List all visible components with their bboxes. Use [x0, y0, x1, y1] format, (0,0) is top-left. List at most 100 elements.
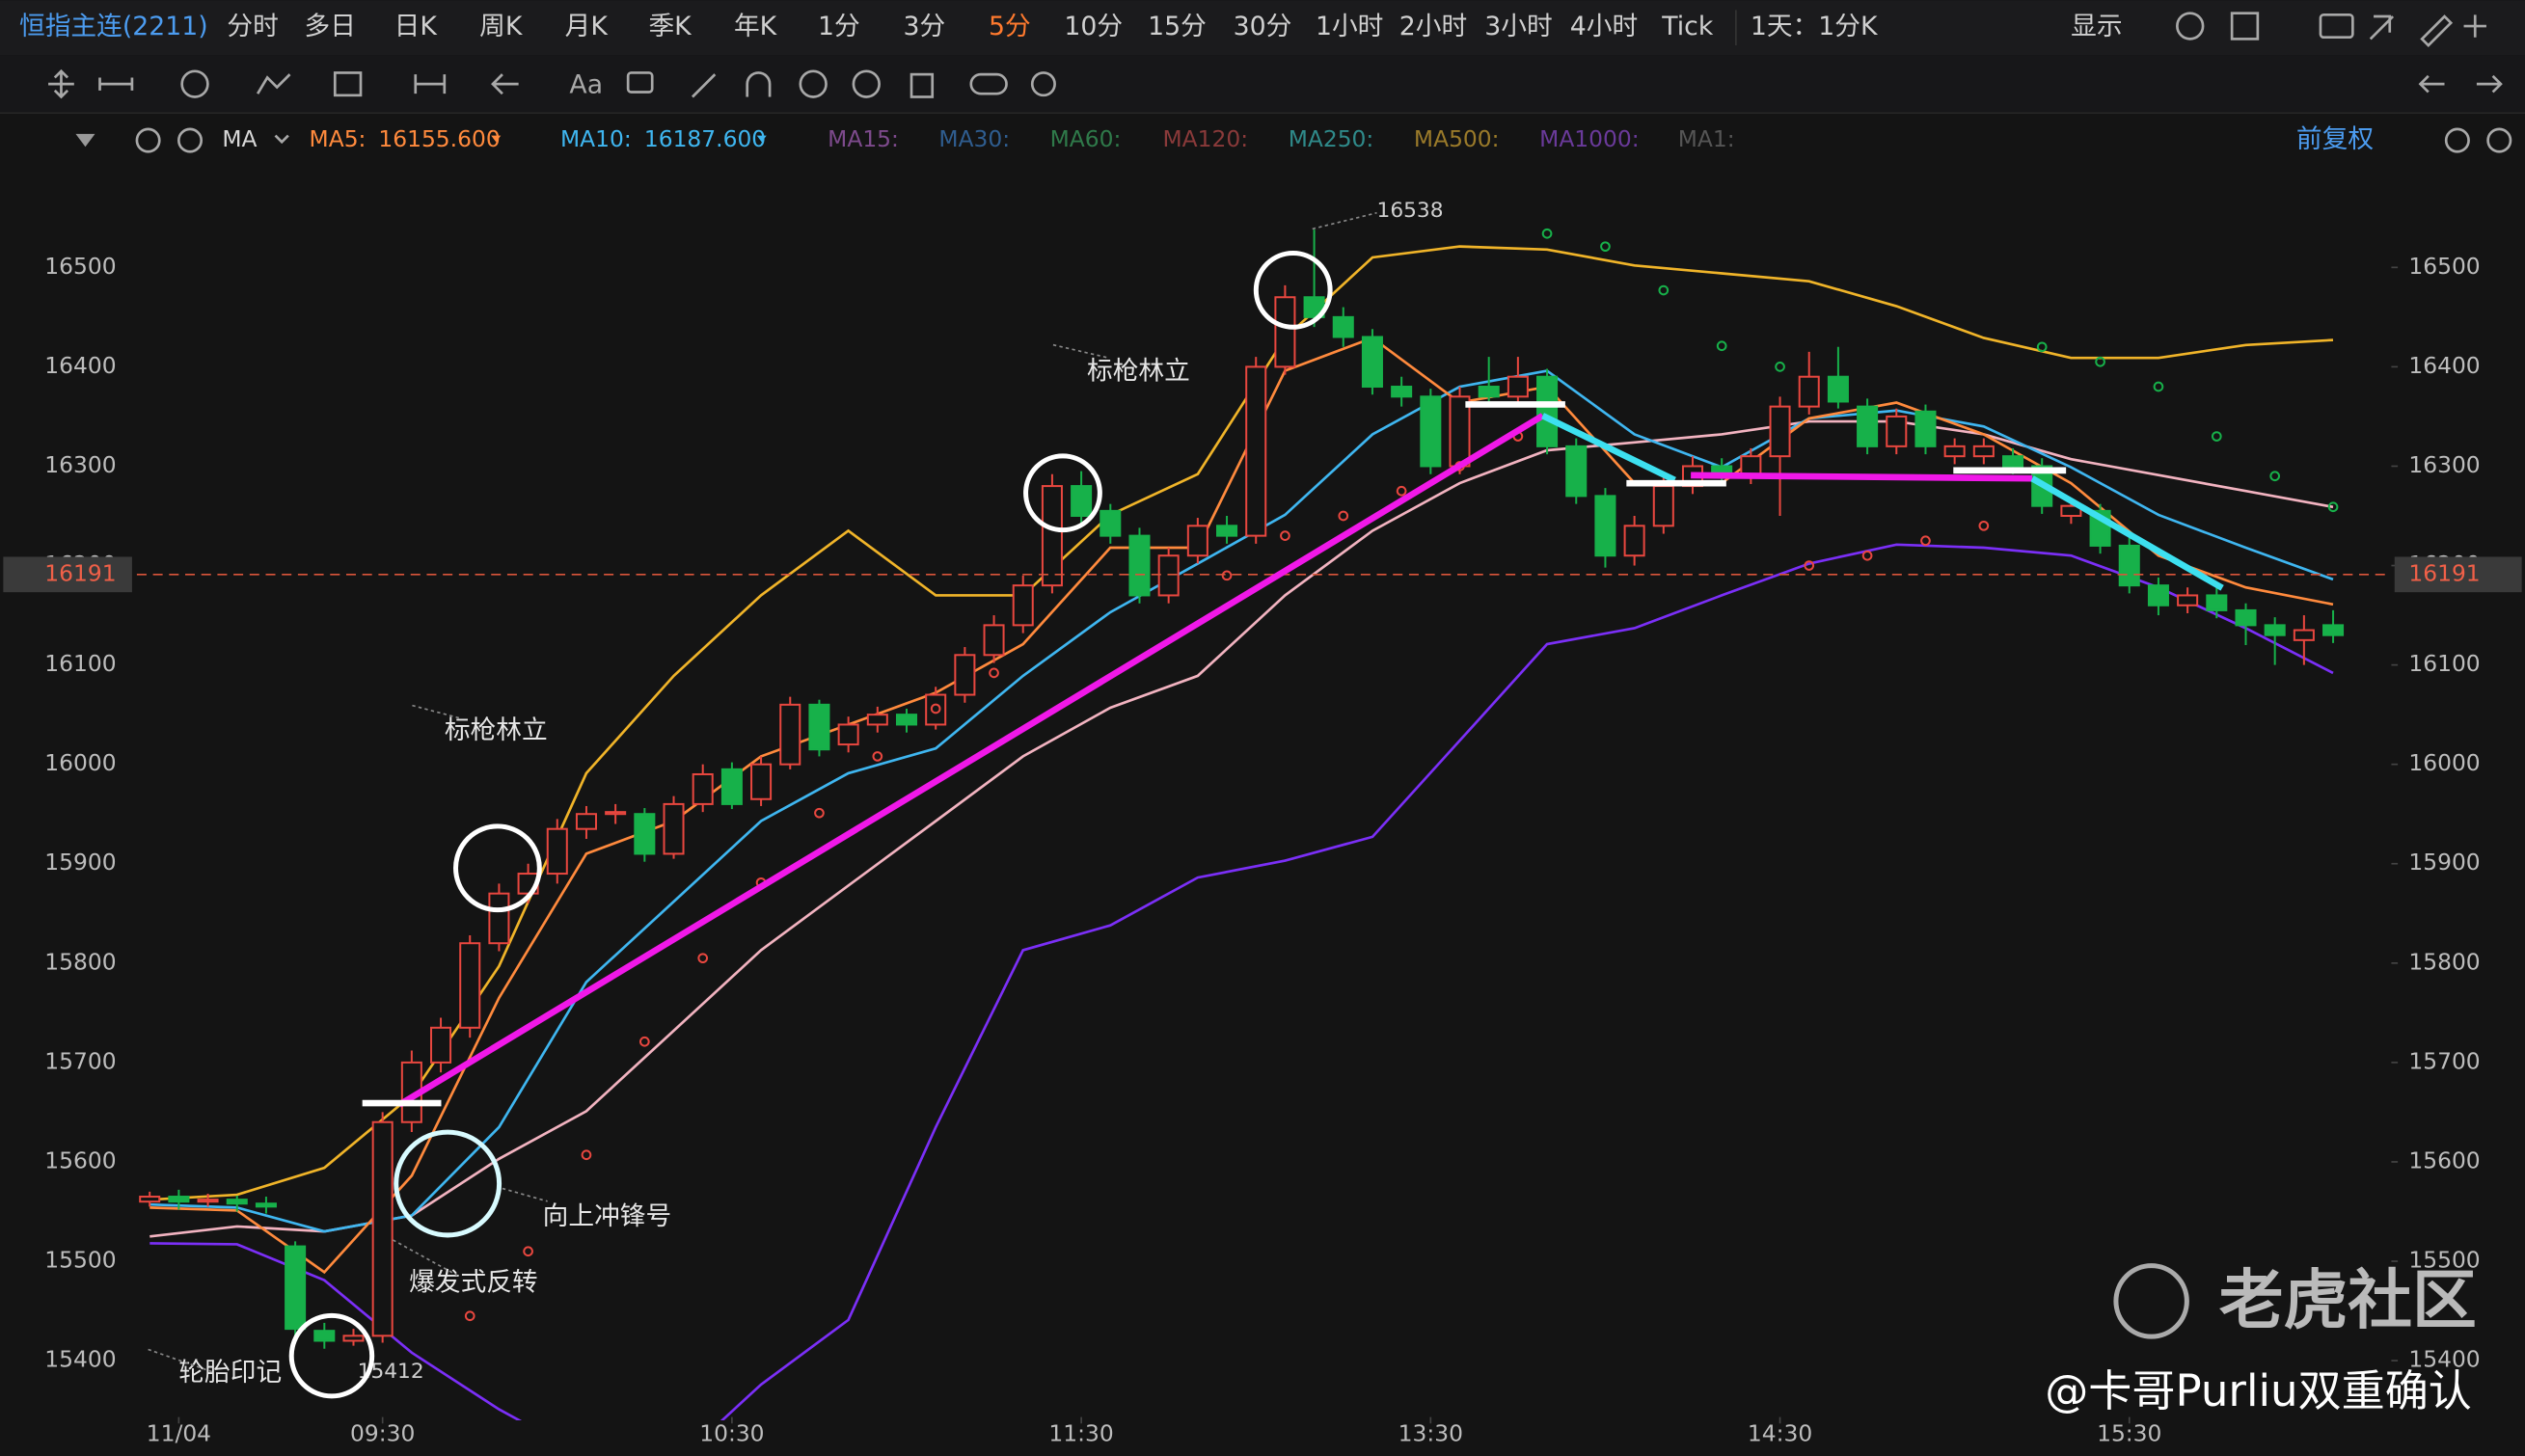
period-tab[interactable]: 分时	[227, 12, 278, 41]
candle-body	[1886, 415, 1908, 447]
y-tick-label: 16500	[2408, 253, 2480, 280]
candle-body	[1943, 445, 1966, 458]
undo[interactable]	[2418, 74, 2445, 94]
indicator-label: MA15:	[828, 125, 899, 152]
candle-body	[1972, 445, 1995, 458]
tool-icons[interactable]	[48, 12, 2512, 153]
sar-dot	[1716, 340, 1727, 352]
period-tab[interactable]: 30分	[1234, 12, 1292, 41]
sar-dot	[930, 703, 941, 715]
candle-body	[1274, 296, 1296, 368]
x-tick-label: 11:30	[1048, 1419, 1113, 1446]
ma-settings[interactable]	[135, 127, 161, 153]
note-tool[interactable]	[626, 71, 654, 94]
magnet-tool[interactable]	[746, 71, 772, 97]
fib-tool[interactable]	[333, 71, 363, 97]
indicator-label: MA10:	[560, 125, 632, 152]
highlight-circle	[1023, 453, 1102, 533]
period-tab[interactable]: 15分	[1148, 12, 1207, 41]
share[interactable]	[2369, 14, 2395, 40]
trend-line	[397, 413, 1545, 1108]
y-tick-label: 15600	[44, 1146, 116, 1173]
candle-body	[1100, 509, 1122, 537]
period-tab[interactable]: 4小时	[1570, 12, 1638, 41]
sar-dot	[1775, 362, 1785, 372]
period-tab[interactable]: 10分	[1064, 12, 1123, 41]
indicator-label: MA500:	[1414, 125, 1500, 152]
text-tool[interactable]: Aa	[569, 69, 603, 99]
eye-tool[interactable]	[799, 69, 828, 98]
period-tab[interactable]: Tick	[1661, 12, 1714, 41]
sar-dot	[1920, 535, 1931, 547]
period-tab[interactable]: 年K	[734, 12, 778, 41]
candle-body	[720, 768, 743, 805]
candle-body	[459, 942, 481, 1029]
ma-dropdown[interactable]	[274, 134, 289, 145]
candle-body	[1594, 495, 1616, 557]
ma-close[interactable]	[176, 127, 204, 153]
sar-dot	[1658, 284, 1670, 296]
settings-tool[interactable]	[1030, 71, 1056, 97]
period-tab[interactable]: 2小时	[1399, 12, 1467, 41]
period-tab[interactable]: 1小时	[1316, 12, 1383, 41]
period-tab[interactable]: 5分	[989, 12, 1031, 41]
delete-tool[interactable]	[910, 72, 935, 98]
indicator-dropdown	[491, 135, 502, 143]
zoom-out[interactable]	[2444, 127, 2470, 153]
arrow-tool[interactable]	[491, 73, 519, 95]
candle-body	[139, 1196, 161, 1203]
candle-body	[837, 723, 859, 746]
layout[interactable]	[2230, 12, 2260, 40]
symbol[interactable]: 恒指主连(2211)	[19, 12, 208, 41]
candle-body	[1012, 584, 1034, 627]
last-price-box	[2394, 556, 2522, 593]
candle-body	[954, 654, 976, 696]
period-tab[interactable]: 3小时	[1484, 12, 1552, 41]
price-adjust[interactable]: 前复权	[2296, 124, 2374, 154]
candle-body	[895, 714, 918, 726]
y-tick-label: 15500	[2408, 1247, 2480, 1274]
period-tab[interactable]: 周K	[479, 12, 524, 41]
collapse[interactable]	[75, 133, 95, 148]
candle-body	[1565, 445, 1588, 498]
last-price-label: 16191	[2408, 559, 2480, 586]
screenshot[interactable]	[2319, 13, 2354, 40]
line-tool[interactable]	[98, 77, 134, 91]
add[interactable]	[2463, 14, 2486, 38]
highlight-circle	[288, 1312, 375, 1399]
period-tab[interactable]: 3分	[904, 12, 946, 41]
period-tab[interactable]: 季K	[648, 12, 692, 41]
zoom-in[interactable]	[2486, 127, 2512, 153]
candle-body	[1420, 395, 1442, 468]
wave-tool[interactable]	[256, 73, 291, 94]
sar-dot	[2269, 471, 2281, 482]
toggle-tool[interactable]	[969, 72, 1008, 95]
settings[interactable]	[2176, 12, 2205, 40]
period-tab[interactable]: 月K	[565, 12, 610, 41]
candle-body	[2147, 584, 2169, 607]
annotation: 轮胎印记	[178, 1358, 282, 1388]
candle-body	[750, 763, 773, 800]
circle-tool[interactable]	[180, 69, 209, 98]
hide-tool[interactable]	[852, 69, 881, 98]
range-option[interactable]: 1天：1分K	[1751, 12, 1879, 41]
candle-body	[1361, 336, 1383, 389]
measure-tool[interactable]	[414, 74, 447, 94]
indicator-label: MA5:	[310, 125, 367, 152]
candle-body	[1478, 386, 1500, 398]
tool-bar	[0, 55, 2525, 114]
indicator-value: 16155.600	[378, 125, 500, 152]
y-tick-label: 16400	[2408, 352, 2480, 379]
indicator-label: MA250:	[1289, 125, 1374, 152]
pen-tool[interactable]	[692, 73, 717, 98]
period-tab[interactable]: 多日	[305, 12, 356, 41]
period-tab[interactable]: 1分	[818, 12, 860, 41]
candle-body	[1245, 365, 1267, 537]
sar-dot	[1338, 510, 1349, 522]
redo[interactable]	[2476, 74, 2503, 94]
draw[interactable]	[2420, 14, 2454, 47]
move-tool[interactable]	[48, 68, 74, 99]
period-tab[interactable]: 日K	[394, 12, 439, 41]
candle-body	[1216, 525, 1238, 537]
display-menu[interactable]: 显示	[2071, 12, 2122, 41]
